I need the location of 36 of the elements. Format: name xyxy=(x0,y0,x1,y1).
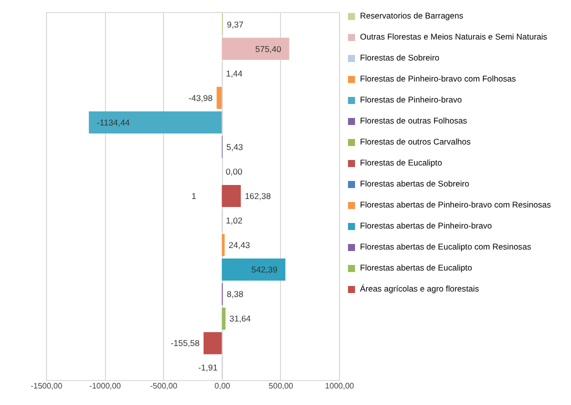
data-label: -1134,44 xyxy=(96,117,130,128)
data-label: -155,58 xyxy=(170,338,200,348)
data-label: 575,40 xyxy=(255,44,282,54)
legend-label: Florestas abertas de Eucalipto xyxy=(360,262,472,272)
data-label: 162,38 xyxy=(244,191,272,201)
annotation: 1 xyxy=(191,191,196,201)
legend-label: Reservatorios de Barragens xyxy=(360,10,464,20)
x-tick-label: -500,00 xyxy=(150,382,178,390)
x-tick-label: -1500,00 xyxy=(30,382,63,390)
data-label: -1,91 xyxy=(198,362,218,373)
legend-label: Florestas de Eucalipto xyxy=(360,158,442,168)
x-tick-label: 1000,00 xyxy=(325,382,355,390)
data-label: 9,37 xyxy=(226,19,244,30)
data-label: 1,44 xyxy=(226,68,243,78)
data-label: 5,43 xyxy=(226,142,244,152)
legend-label: Outras Florestas e Meios Naturais e Semi Naturais xyxy=(360,32,548,42)
legend-label: Florestas abertas de Pinheiro-bravo xyxy=(360,220,492,230)
data-label: 542,39 xyxy=(251,264,278,275)
data-label: 1,02 xyxy=(226,216,243,226)
legend-label: Áreas agrícolas e agro florestais xyxy=(360,284,479,294)
legend-label: Florestas de Pinheiro-bravo xyxy=(360,94,462,104)
data-label: 24,43 xyxy=(228,240,250,250)
legend-label: Florestas de outros Carvalhos xyxy=(360,136,471,146)
data-label: 0,00 xyxy=(226,166,243,176)
legend-label: Florestas abertas de Sobreiro xyxy=(360,178,470,188)
legend-label: Florestas de Pinheiro-bravo com Folhosas xyxy=(360,74,516,84)
data-label: 31,64 xyxy=(230,314,252,324)
data-label: 8,38 xyxy=(226,289,244,300)
legend-label: Florestas de outras Folhosas xyxy=(360,116,467,126)
x-tick-label: -1000,00 xyxy=(89,382,122,390)
legend-label: Florestas abertas de Eucalipto com Resinosas xyxy=(360,242,532,252)
legend-label: Florestas abertas de Pinheiro-bravo com Resinosas xyxy=(360,200,551,210)
x-tick-label: 0,00 xyxy=(214,382,231,390)
data-label: -43,98 xyxy=(188,92,213,103)
x-tick-label: 500,00 xyxy=(268,382,294,390)
legend-label: Florestas de Sobreiro xyxy=(360,52,440,62)
